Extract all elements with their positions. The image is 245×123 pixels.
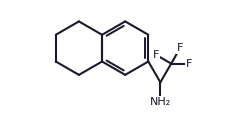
Text: F: F	[177, 43, 184, 53]
Text: F: F	[186, 59, 192, 69]
Text: NH₂: NH₂	[150, 97, 171, 107]
Text: F: F	[152, 50, 159, 60]
